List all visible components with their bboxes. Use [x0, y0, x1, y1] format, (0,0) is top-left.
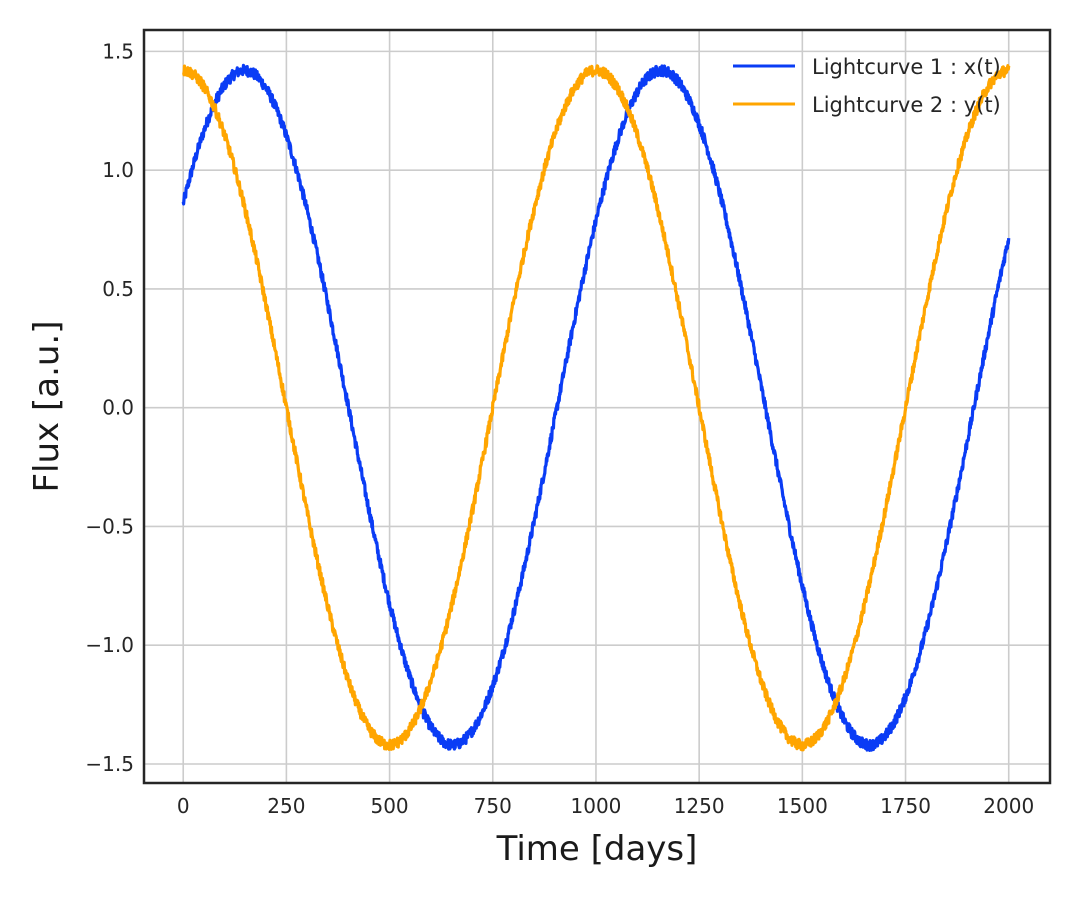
legend-label-lightcurve-1: Lightcurve 1 : x(t) [812, 55, 1001, 79]
grid [144, 30, 1050, 783]
x-tick-label: 1000 [571, 794, 622, 818]
plot-frame [142, 28, 1052, 785]
series-line-1 [181, 63, 1011, 752]
y-tick-label: 0.0 [102, 396, 134, 420]
x-tick-label: 0 [177, 794, 190, 818]
x-tick-label: 1500 [777, 794, 828, 818]
legend-label-lightcurve-2: Lightcurve 2 : y(t) [812, 93, 1001, 117]
y-tick-label: −1.5 [85, 752, 134, 776]
y-tick-label: −0.5 [85, 514, 134, 538]
series-line-2 [182, 64, 1011, 752]
y-tick-label: 1.0 [102, 158, 134, 182]
series-layer [181, 63, 1011, 752]
x-axis-ticks: 0 250 500 750 1000 1250 1500 1750 2000 [177, 794, 1034, 818]
x-tick-label: 500 [370, 794, 408, 818]
y-axis-title: Flux [a.u.] [27, 320, 67, 492]
legend: Lightcurve 1 : x(t) Lightcurve 2 : y(t) [733, 55, 1001, 117]
x-tick-label: 250 [267, 794, 305, 818]
x-tick-label: 750 [474, 794, 512, 818]
y-tick-label: −1.0 [85, 633, 134, 657]
y-tick-label: 1.5 [102, 39, 134, 63]
x-tick-label: 1250 [674, 794, 725, 818]
x-axis-title: Time [days] [496, 829, 698, 869]
y-tick-label: 0.5 [102, 277, 134, 301]
x-tick-label: 1750 [880, 794, 931, 818]
x-tick-label: 2000 [983, 794, 1034, 818]
y-axis-ticks: −1.5 −1.0 −0.5 0.0 0.5 1.0 1.5 [85, 39, 134, 776]
